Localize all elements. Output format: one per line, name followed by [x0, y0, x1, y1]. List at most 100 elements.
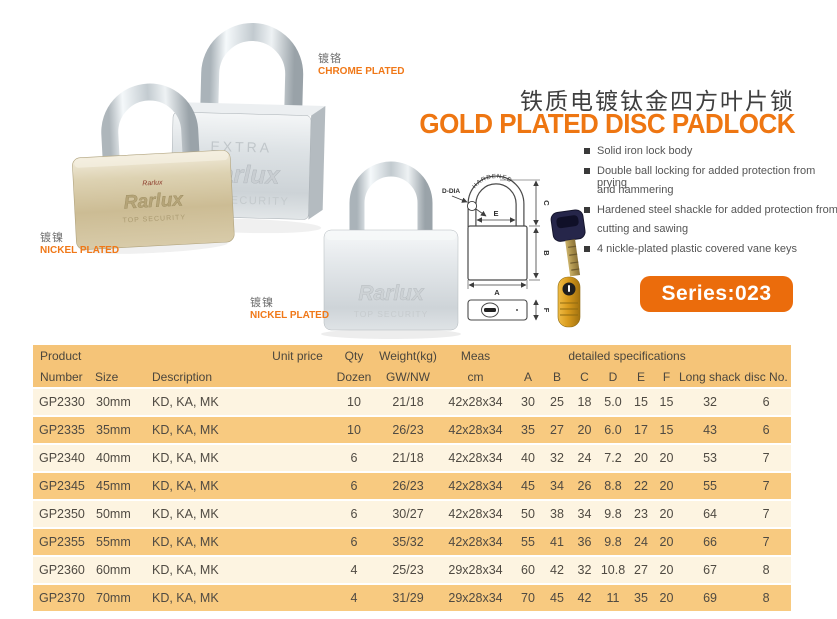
- cell-disc-no: 6: [741, 387, 792, 415]
- dimension-diagram: HARDENED D-DIA E C B A F: [442, 174, 551, 321]
- cell-f: 15: [654, 415, 679, 443]
- cell-size: 30mm: [95, 387, 150, 415]
- col-meas-line2: cm: [438, 366, 513, 387]
- feature-text: cutting and sawing: [597, 223, 689, 236]
- cell-description: KD, KA, MK: [150, 471, 265, 499]
- cell-b: 25: [543, 387, 571, 415]
- cell-weight: 21/18: [378, 443, 438, 471]
- cell-long-shackle: 66: [679, 527, 742, 555]
- feature-text: and hammering: [597, 184, 674, 197]
- cell-unit-price: [265, 527, 330, 555]
- feature-item: Double ball locking for added protection…: [584, 165, 837, 189]
- cell-d: 5.0: [598, 387, 628, 415]
- cell-qty-dozen: 6: [330, 499, 378, 527]
- cell-long-shackle: 64: [679, 499, 742, 527]
- cell-description: KD, KA, MK: [150, 555, 265, 583]
- cell-d: 6.0: [598, 415, 628, 443]
- cell-f: 20: [654, 443, 679, 471]
- diagram-keyhole-slot: [484, 308, 496, 312]
- body-bevel: [326, 231, 456, 240]
- cell-long-shackle: 43: [679, 415, 742, 443]
- cell-qty-dozen: 10: [330, 387, 378, 415]
- header-spacer: [95, 345, 150, 366]
- body-side-face: [308, 105, 326, 220]
- lock-cylinder: [557, 276, 581, 328]
- cell-disc-no: 7: [741, 499, 792, 527]
- diagram-d-dia-label: D-DIA: [442, 188, 460, 195]
- cell-weight: 25/23: [378, 555, 438, 583]
- cell-weight: 21/18: [378, 387, 438, 415]
- cell-a: 60: [513, 555, 543, 583]
- bullet-square-icon: [584, 148, 590, 154]
- diagram-body: [467, 225, 528, 281]
- cell-unit-price: [265, 583, 330, 611]
- col-weight-line1: Weight(kg): [378, 345, 438, 366]
- cell-unit-price: [265, 555, 330, 583]
- cell-disc-no: 8: [741, 555, 792, 583]
- feature-text: Hardened steel shackle for added protect…: [597, 203, 837, 216]
- cell-qty-dozen: 10: [330, 415, 378, 443]
- cell-description: KD, KA, MK: [150, 387, 265, 415]
- col-product-line1: Product: [33, 345, 95, 366]
- cell-f: 20: [654, 499, 679, 527]
- padlock-photo-nickel-left: Rarlux Rarlux TOP SECURITY: [72, 83, 235, 254]
- col-b: B: [543, 366, 571, 387]
- cell-weight: 35/32: [378, 527, 438, 555]
- diagram-d-dia-arrow-2: [475, 208, 487, 217]
- cell-c: 18: [571, 387, 598, 415]
- cell-size: 40mm: [95, 443, 150, 471]
- cell-qty-dozen: 6: [330, 527, 378, 555]
- cell-size: 50mm: [95, 499, 150, 527]
- cell-e: 23: [628, 499, 654, 527]
- cell-f: 20: [654, 555, 679, 583]
- cell-d: 7.2: [598, 443, 628, 471]
- cell-weight: 26/23: [378, 471, 438, 499]
- emboss-brand: Rarlux: [123, 189, 185, 213]
- col-qty-line2: Dozen: [330, 366, 378, 387]
- cell-qty-dozen: 6: [330, 443, 378, 471]
- table-row: GP2360 60mm KD, KA, MK 4 25/23 29x28x34 …: [33, 555, 792, 583]
- cell-a: 40: [513, 443, 543, 471]
- header-spacer: [741, 345, 792, 366]
- cell-description: KD, KA, MK: [150, 443, 265, 471]
- cell-weight: 26/23: [378, 415, 438, 443]
- cell-e: 15: [628, 387, 654, 415]
- diagram-d-dia-arrow: [451, 195, 468, 203]
- label-chrome-plated: 镀铬 CHROME PLATED: [318, 53, 404, 78]
- cell-c: 20: [571, 415, 598, 443]
- cell-b: 27: [543, 415, 571, 443]
- cell-long-shackle: 69: [679, 583, 742, 611]
- cell-c: 34: [571, 499, 598, 527]
- cell-c: 42: [571, 583, 598, 611]
- cell-unit-price: [265, 443, 330, 471]
- diagram-bottom-view: [467, 299, 528, 321]
- cell-d: 11: [598, 583, 628, 611]
- cell-weight: 30/27: [378, 499, 438, 527]
- header-spacer: [265, 366, 330, 387]
- col-meas-line1: Meas: [438, 345, 513, 366]
- cell-e: 35: [628, 583, 654, 611]
- cell-a: 45: [513, 471, 543, 499]
- cell-qty-dozen: 4: [330, 555, 378, 583]
- cell-b: 32: [543, 443, 571, 471]
- cell-c: 26: [571, 471, 598, 499]
- shadow: [321, 329, 461, 339]
- col-description: Description: [150, 366, 265, 387]
- col-f: F: [654, 366, 679, 387]
- cell-meas: 42x28x34: [438, 443, 513, 471]
- cell-product-number: GP2355: [33, 527, 95, 555]
- cell-a: 55: [513, 527, 543, 555]
- cell-description: KD, KA, MK: [150, 415, 265, 443]
- bullet-square-icon: [584, 167, 590, 174]
- cell-size: 35mm: [95, 415, 150, 443]
- cell-e: 20: [628, 443, 654, 471]
- table-row: GP2345 45mm KD, KA, MK 6 26/23 42x28x34 …: [33, 471, 792, 499]
- cell-c: 36: [571, 527, 598, 555]
- col-weight-line2: GW/NW: [378, 366, 438, 387]
- cell-a: 35: [513, 415, 543, 443]
- cell-unit-price: [265, 471, 330, 499]
- cell-meas: 42x28x34: [438, 387, 513, 415]
- feature-text: Solid iron lock body: [597, 145, 693, 157]
- cell-meas: 29x28x34: [438, 555, 513, 583]
- col-size: Size: [95, 366, 150, 387]
